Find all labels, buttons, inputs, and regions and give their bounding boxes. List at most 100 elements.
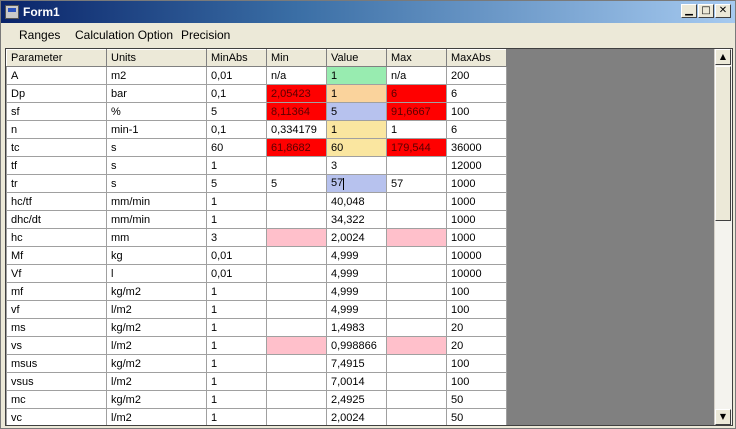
cell-units[interactable]: s	[106, 138, 207, 157]
menu-calculation-option[interactable]: Calculation Option	[75, 28, 174, 42]
cell-units[interactable]: l	[106, 264, 207, 283]
cell-min[interactable]	[266, 390, 327, 409]
cell-min[interactable]: n/a	[266, 66, 327, 85]
cell-minabs[interactable]: 1	[206, 300, 267, 319]
maximize-icon[interactable]: □	[698, 4, 714, 18]
cell-maxabs[interactable]: 20	[446, 336, 507, 355]
cell-maxabs[interactable]: 100	[446, 102, 507, 121]
cell-minabs[interactable]: 3	[206, 228, 267, 247]
cell-min[interactable]	[266, 354, 327, 373]
cell-max[interactable]	[386, 300, 447, 319]
cell-max[interactable]	[386, 318, 447, 337]
col-header-min[interactable]: Min	[266, 49, 327, 67]
cell-maxabs[interactable]: 36000	[446, 138, 507, 157]
cell-units[interactable]: l/m2	[106, 336, 207, 355]
cell-units[interactable]: l/m2	[106, 372, 207, 391]
cell-max[interactable]	[386, 354, 447, 373]
table-row[interactable]: Vf l 0,01 4,999 10000	[6, 264, 507, 283]
cell-min[interactable]	[266, 228, 327, 247]
cell-minabs[interactable]: 1	[206, 408, 267, 425]
cell-value[interactable]: 7,4915	[326, 354, 387, 373]
cell-max[interactable]	[386, 336, 447, 355]
cell-parameter[interactable]: Vf	[6, 264, 107, 283]
cell-value[interactable]: 1	[326, 66, 387, 85]
cell-min[interactable]	[266, 246, 327, 265]
cell-max[interactable]	[386, 210, 447, 229]
cell-parameter[interactable]: tf	[6, 156, 107, 175]
table-row[interactable]: mc kg/m2 1 2,4925 50	[6, 390, 507, 409]
cell-value[interactable]: 1	[326, 84, 387, 103]
table-row[interactable]: vf l/m2 1 4,999 100	[6, 300, 507, 319]
cell-units[interactable]: m2	[106, 66, 207, 85]
cell-minabs[interactable]: 0,1	[206, 84, 267, 103]
cell-minabs[interactable]: 5	[206, 174, 267, 193]
cell-max[interactable]: 6	[386, 84, 447, 103]
cell-parameter[interactable]: hc/tf	[6, 192, 107, 211]
cell-maxabs[interactable]: 6	[446, 84, 507, 103]
cell-value[interactable]: 2,0024	[326, 408, 387, 425]
cell-maxabs[interactable]: 10000	[446, 246, 507, 265]
scroll-thumb[interactable]	[715, 66, 731, 221]
cell-maxabs[interactable]: 1000	[446, 228, 507, 247]
cell-minabs[interactable]: 0,1	[206, 120, 267, 139]
cell-parameter[interactable]: dhc/dt	[6, 210, 107, 229]
cell-min[interactable]	[266, 282, 327, 301]
table-row[interactable]: ms kg/m2 1 1,4983 20	[6, 318, 507, 337]
cell-maxabs[interactable]: 6	[446, 120, 507, 139]
cell-parameter[interactable]: vf	[6, 300, 107, 319]
app-icon[interactable]	[5, 5, 19, 19]
cell-value[interactable]: 2,4925	[326, 390, 387, 409]
cell-units[interactable]: kg	[106, 246, 207, 265]
cell-value[interactable]: 2,0024	[326, 228, 387, 247]
cell-value[interactable]: 40,048	[326, 192, 387, 211]
cell-maxabs[interactable]: 1000	[446, 210, 507, 229]
cell-value[interactable]: 0,998866	[326, 336, 387, 355]
cell-units[interactable]: mm/min	[106, 192, 207, 211]
table-row[interactable]: msus kg/m2 1 7,4915 100	[6, 354, 507, 373]
cell-minabs[interactable]: 1	[206, 390, 267, 409]
cell-max[interactable]	[386, 264, 447, 283]
col-header-maxabs[interactable]: MaxAbs	[446, 49, 507, 67]
cell-maxabs[interactable]: 1000	[446, 192, 507, 211]
cell-max[interactable]	[386, 228, 447, 247]
cell-units[interactable]: mm/min	[106, 210, 207, 229]
table-row[interactable]: dhc/dt mm/min 1 34,322 1000	[6, 210, 507, 229]
cell-parameter[interactable]: ms	[6, 318, 107, 337]
cell-value[interactable]: 7,0014	[326, 372, 387, 391]
cell-min[interactable]: 8,11364	[266, 102, 327, 121]
vertical-scrollbar[interactable]: ▲ ▼	[714, 49, 732, 425]
table-row[interactable]: vc l/m2 1 2,0024 50	[6, 408, 507, 425]
cell-max[interactable]: 57	[386, 174, 447, 193]
cell-value[interactable]: 57	[326, 174, 387, 193]
cell-minabs[interactable]: 0,01	[206, 66, 267, 85]
cell-units[interactable]: l/m2	[106, 408, 207, 425]
cell-max[interactable]	[386, 156, 447, 175]
cell-units[interactable]: mm	[106, 228, 207, 247]
cell-parameter[interactable]: hc	[6, 228, 107, 247]
cell-value[interactable]: 1,4983	[326, 318, 387, 337]
cell-value[interactable]: 5	[326, 102, 387, 121]
cell-maxabs[interactable]: 10000	[446, 264, 507, 283]
cell-maxabs[interactable]: 100	[446, 372, 507, 391]
cell-min[interactable]	[266, 156, 327, 175]
cell-maxabs[interactable]: 50	[446, 408, 507, 425]
cell-minabs[interactable]: 5	[206, 102, 267, 121]
data-grid[interactable]: Parameter Units MinAbs Min Value Max Max…	[5, 48, 733, 426]
cell-min[interactable]	[266, 318, 327, 337]
cell-units[interactable]: kg/m2	[106, 390, 207, 409]
cell-parameter[interactable]: tc	[6, 138, 107, 157]
cell-min[interactable]: 2,05423	[266, 84, 327, 103]
scroll-up-icon[interactable]: ▲	[715, 49, 731, 65]
cell-value[interactable]: 60	[326, 138, 387, 157]
minimize-icon[interactable]: ▁	[681, 4, 697, 18]
cell-max[interactable]	[386, 408, 447, 425]
cell-maxabs[interactable]: 50	[446, 390, 507, 409]
cell-units[interactable]: kg/m2	[106, 354, 207, 373]
cell-max[interactable]: 179,544	[386, 138, 447, 157]
cell-units[interactable]: s	[106, 156, 207, 175]
cell-max[interactable]	[386, 390, 447, 409]
cell-minabs[interactable]: 1	[206, 156, 267, 175]
cell-parameter[interactable]: vs	[6, 336, 107, 355]
cell-minabs[interactable]: 1	[206, 282, 267, 301]
